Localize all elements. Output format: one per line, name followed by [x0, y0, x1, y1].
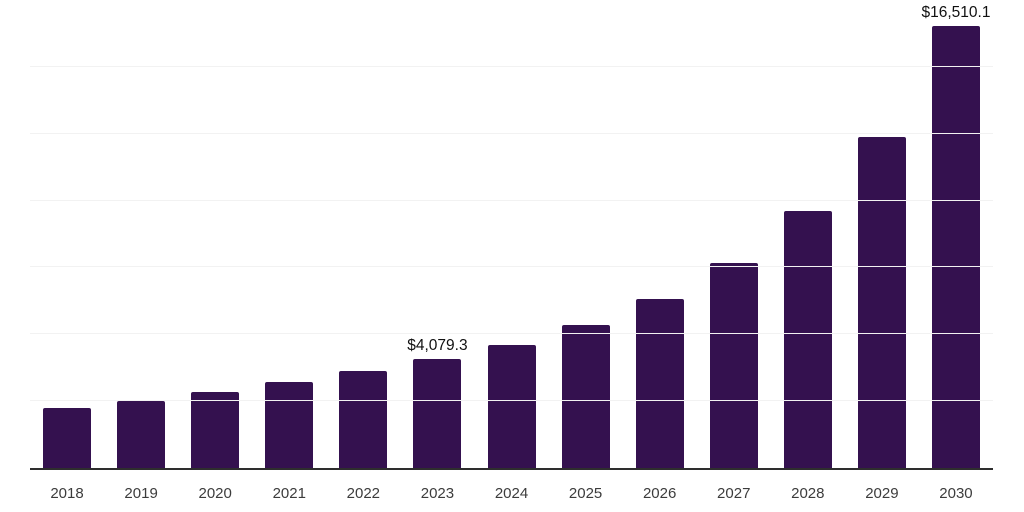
bar-2026	[635, 299, 684, 468]
value-label-2023: $4,079.3	[407, 336, 468, 354]
x-tick-label-2028: 2028	[791, 485, 825, 502]
gridline-10000	[30, 199, 993, 201]
gridline-5000	[30, 333, 993, 335]
bar-2021	[265, 382, 314, 468]
plot-area: $4,079.3 $16,510.1	[30, 0, 993, 470]
bar-slot-2030: $16,510.1	[919, 0, 993, 468]
x-tick-label-2021: 2021	[272, 485, 306, 502]
x-tick-label-2020: 2020	[198, 485, 232, 502]
x-axis: 2018 2019 2020 2021 2022 2023 2024 2025 2026 2027…	[30, 472, 993, 512]
bar-2030	[931, 26, 980, 468]
bar-slot-2027	[697, 0, 771, 468]
x-tick-label-2022: 2022	[346, 485, 381, 502]
bar-slot-2018	[30, 0, 104, 468]
bar-slot-2025	[549, 0, 623, 468]
x-tick-label-2024: 2024	[494, 485, 529, 502]
x-tick-label-2023: 2023	[420, 485, 455, 502]
gridline-2500	[30, 400, 993, 402]
bar-slot-2023: $4,079.3	[400, 0, 474, 468]
bar-2019	[117, 400, 166, 468]
bar-slot-2020	[178, 0, 252, 468]
bar-2029	[857, 136, 906, 468]
bar-slot-2028	[771, 0, 845, 468]
gridline-12500	[30, 132, 993, 134]
bar-2024	[487, 345, 536, 468]
value-label-2030: $16,510.1	[921, 4, 991, 22]
bar-2028	[783, 211, 832, 468]
x-tick-label-2026: 2026	[642, 485, 677, 502]
bar-2022	[339, 371, 388, 468]
bar-2023	[413, 358, 462, 468]
bar-2020	[191, 391, 240, 468]
x-tick-label-2019: 2019	[124, 485, 158, 502]
bar-slot-2026	[623, 0, 697, 468]
x-tick-label-2029: 2029	[865, 485, 899, 502]
bar-slot-2029	[845, 0, 919, 468]
bar-slot-2019	[104, 0, 178, 468]
bars-row: $4,079.3 $16,510.1	[30, 0, 993, 468]
bar-2027	[709, 262, 758, 468]
gridline-7500	[30, 266, 993, 268]
bar-2018	[43, 407, 92, 468]
bar-slot-2024	[474, 0, 548, 468]
x-tick-label-2027: 2027	[717, 485, 751, 502]
bar-slot-2021	[252, 0, 326, 468]
x-tick-label-2030: 2030	[939, 485, 973, 502]
gridline-15000	[30, 65, 993, 67]
bar-2025	[561, 325, 610, 468]
bar-slot-2022	[326, 0, 400, 468]
x-tick-label-2025: 2025	[568, 485, 603, 502]
x-tick-label-2018: 2018	[50, 485, 84, 502]
